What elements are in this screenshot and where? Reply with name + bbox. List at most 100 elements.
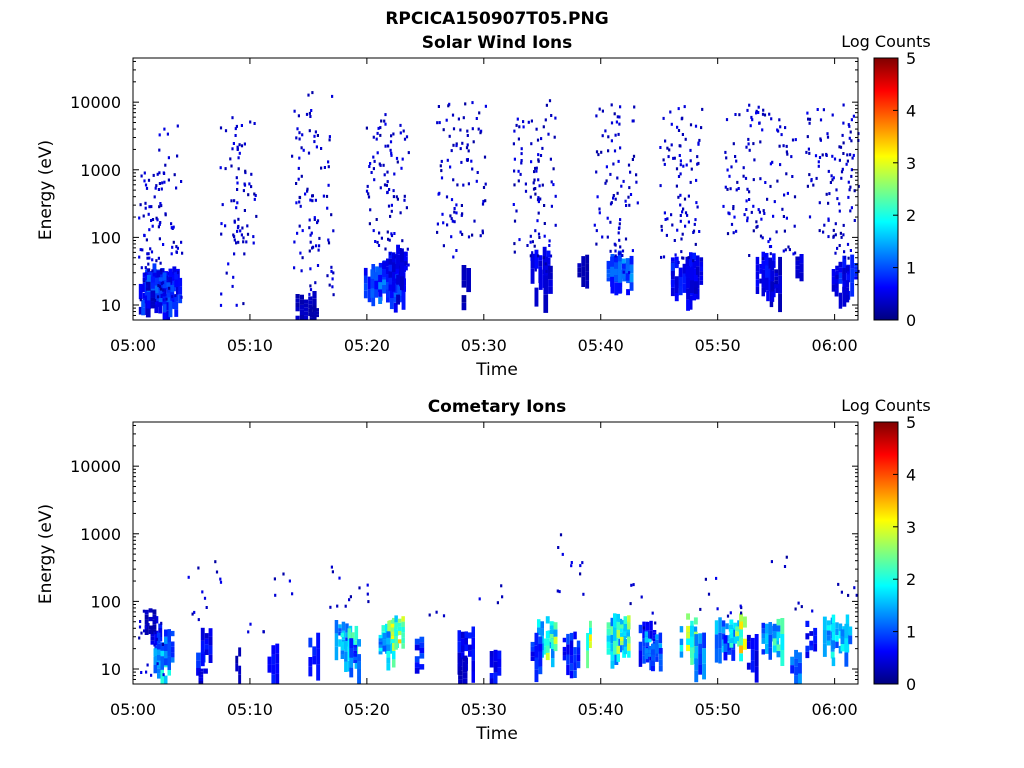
heatmap-cell xyxy=(648,645,652,650)
sparse-point xyxy=(370,171,373,174)
sparse-point xyxy=(606,216,609,220)
heatmap-cell xyxy=(780,618,785,634)
sparse-point xyxy=(147,269,150,272)
heatmap-cell xyxy=(466,268,471,281)
heatmap-cell xyxy=(338,624,342,628)
heatmap-cell xyxy=(577,272,582,278)
sparse-point xyxy=(846,242,850,246)
sparse-point xyxy=(401,239,404,243)
heatmap-cell xyxy=(145,308,151,318)
sparse-point xyxy=(349,595,352,599)
sparse-point xyxy=(383,173,386,177)
heatmap-cell xyxy=(759,278,763,284)
heatmap-cell xyxy=(378,296,383,304)
heatmap-cell xyxy=(743,616,747,628)
sparse-point xyxy=(689,159,692,163)
sparse-point xyxy=(314,130,317,134)
heatmap-cell xyxy=(400,276,404,291)
sparse-point xyxy=(293,109,296,113)
sparse-point xyxy=(440,169,443,173)
heatmap-cell xyxy=(674,284,679,293)
sparse-point xyxy=(838,244,841,247)
sparse-point xyxy=(780,133,783,137)
heatmap-cell xyxy=(386,297,390,303)
heatmap-cell xyxy=(576,647,581,655)
sparse-point xyxy=(607,135,610,139)
heatmap-cell xyxy=(610,626,615,635)
heatmap-cell xyxy=(774,280,779,285)
sparse-point xyxy=(561,552,564,556)
sparse-point xyxy=(309,284,312,288)
sparse-point xyxy=(559,533,563,537)
sparse-point xyxy=(385,183,388,187)
sparse-point xyxy=(818,229,821,233)
sparse-point xyxy=(519,172,522,176)
sparse-point xyxy=(593,223,596,227)
sparse-point xyxy=(654,621,657,625)
sparse-point xyxy=(484,199,487,203)
sparse-point xyxy=(730,165,733,169)
sparse-point xyxy=(215,570,219,574)
heatmap-cell xyxy=(581,256,586,267)
heatmap-cell xyxy=(349,638,354,648)
heatmap-cell xyxy=(149,271,153,278)
sparse-point xyxy=(243,142,246,146)
heatmap-cell xyxy=(589,620,592,628)
sparse-point xyxy=(406,247,409,251)
heatmap-cell xyxy=(316,664,321,681)
heatmap-cell xyxy=(651,660,655,666)
sparse-point xyxy=(459,230,462,234)
colorbar-tick-label: 2 xyxy=(906,570,916,589)
sparse-point xyxy=(466,159,469,162)
heatmap-cell xyxy=(150,282,155,289)
sparse-point xyxy=(617,132,620,136)
sparse-point xyxy=(167,156,170,160)
heatmap-cell xyxy=(702,632,706,649)
sparse-point xyxy=(730,222,734,226)
sparse-point xyxy=(328,138,331,142)
sparse-point xyxy=(176,124,179,128)
heatmap-cell xyxy=(627,615,631,623)
heatmap-cell xyxy=(754,634,759,651)
heatmap-cell xyxy=(569,648,574,656)
heatmap-cell xyxy=(616,653,620,662)
sparse-point xyxy=(852,153,855,157)
sparse-point xyxy=(666,146,669,150)
sparse-point xyxy=(538,184,541,188)
heatmap-cell xyxy=(312,291,317,299)
heatmap-cell xyxy=(334,620,339,634)
sparse-point xyxy=(147,623,150,626)
sparse-point xyxy=(451,219,454,223)
heatmap-cell xyxy=(545,630,550,639)
sparse-point xyxy=(617,231,620,235)
heatmap-cell xyxy=(842,268,846,275)
sparse-point xyxy=(549,157,552,161)
heatmap-cell xyxy=(798,662,802,674)
sparse-point xyxy=(670,143,673,147)
sparse-point xyxy=(832,234,835,238)
sparse-point xyxy=(535,166,538,170)
sparse-point xyxy=(150,293,153,297)
sparse-point xyxy=(368,165,371,168)
heatmap-cell xyxy=(830,651,835,659)
sparse-point xyxy=(595,114,598,118)
x-axis-ticks: 05:00 05:10 05:20 05:30 05:40 05:50 06:00 xyxy=(110,58,858,355)
sparse-point xyxy=(158,205,161,209)
sparse-point xyxy=(461,212,464,216)
sparse-point xyxy=(715,576,718,580)
heatmap-cell xyxy=(489,662,494,668)
heatmap-cell xyxy=(690,267,694,281)
heatmap-cell xyxy=(386,274,390,282)
heatmap-cell xyxy=(723,643,728,652)
sparse-point xyxy=(662,158,665,162)
heatmap-cell xyxy=(694,670,699,683)
sparse-point xyxy=(232,275,235,279)
sparse-point xyxy=(673,239,676,242)
sparse-point xyxy=(378,231,381,235)
sparse-point xyxy=(520,161,523,165)
sparse-point xyxy=(173,173,176,177)
sparse-point xyxy=(254,194,257,197)
sparse-point xyxy=(219,577,222,581)
heatmap-cell xyxy=(809,631,814,636)
